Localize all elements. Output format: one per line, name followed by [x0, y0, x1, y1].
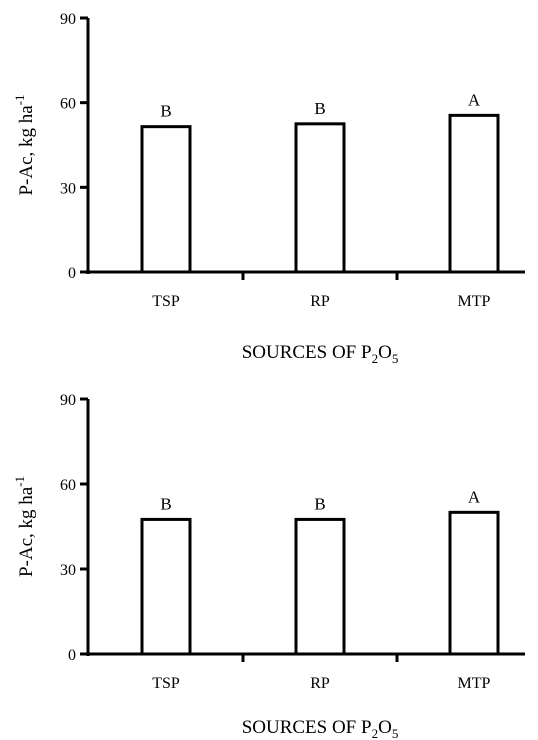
bar-data-label: B: [314, 99, 325, 118]
x-tick-label: MTP: [458, 675, 491, 692]
bar: [294, 122, 346, 274]
x-axis-label-main: SOURCES OF P: [242, 342, 372, 363]
bar: [140, 125, 192, 274]
x-axis-label-subscript: 5: [392, 726, 399, 740]
x-axis-label-subscript: 2: [372, 351, 379, 366]
bar-data-label: B: [160, 494, 171, 513]
bar-data-label: B: [314, 494, 325, 513]
bar: [448, 113, 500, 274]
y-axis-label: P-Ac, kg ha-1: [12, 94, 37, 195]
y-axis-label-superscript: -1: [12, 476, 27, 487]
x-axis-label-subscript: 5: [392, 351, 399, 366]
bar-data-label: A: [468, 90, 481, 109]
x-tick-label: TSP: [152, 675, 180, 692]
x-tick-label: RP: [310, 675, 330, 692]
x-axis-label-mid: O: [378, 342, 392, 363]
bar-data-label: B: [160, 102, 171, 121]
x-tick-label: MTP: [458, 293, 491, 310]
y-tick-label: 0: [68, 265, 76, 282]
bar: [140, 517, 192, 656]
x-axis-label: SOURCES OF P2O5: [242, 342, 399, 366]
y-tick-label: 60: [60, 477, 76, 494]
x-axis-label-main: SOURCES OF P: [242, 717, 372, 738]
y-tick-label: 60: [60, 96, 76, 113]
y-tick-label: 0: [68, 647, 76, 664]
y-tick-label: 90: [60, 392, 76, 409]
x-axis-label-subscript: 2: [372, 726, 379, 740]
y-tick-label: 30: [60, 180, 76, 197]
bar-chart-bottom: 0 30 60 90 B TSP B RP A MTP P-Ac, kg ha-1 SOURCES O…: [12, 392, 525, 740]
bar-chart-top: 0 30 60 90 B TSP B RP A MTP P-Ac, kg ha-1 SOURCES O…: [12, 11, 525, 366]
bar: [448, 510, 500, 656]
x-axis-label-mid: O: [378, 717, 392, 738]
y-tick-label: 30: [60, 562, 76, 579]
x-tick-label: TSP: [152, 293, 180, 310]
x-tick-label: RP: [310, 293, 330, 310]
y-axis-label-main: P-Ac, kg ha: [16, 105, 37, 196]
y-axis-label-superscript: -1: [12, 94, 27, 105]
y-axis-label: P-Ac, kg ha-1: [12, 476, 37, 577]
x-axis-label: SOURCES OF P2O5: [242, 717, 399, 740]
y-tick-label: 90: [60, 11, 76, 28]
bar-data-label: A: [468, 487, 481, 506]
bar: [294, 517, 346, 656]
y-axis-label-main: P-Ac, kg ha: [16, 486, 37, 577]
